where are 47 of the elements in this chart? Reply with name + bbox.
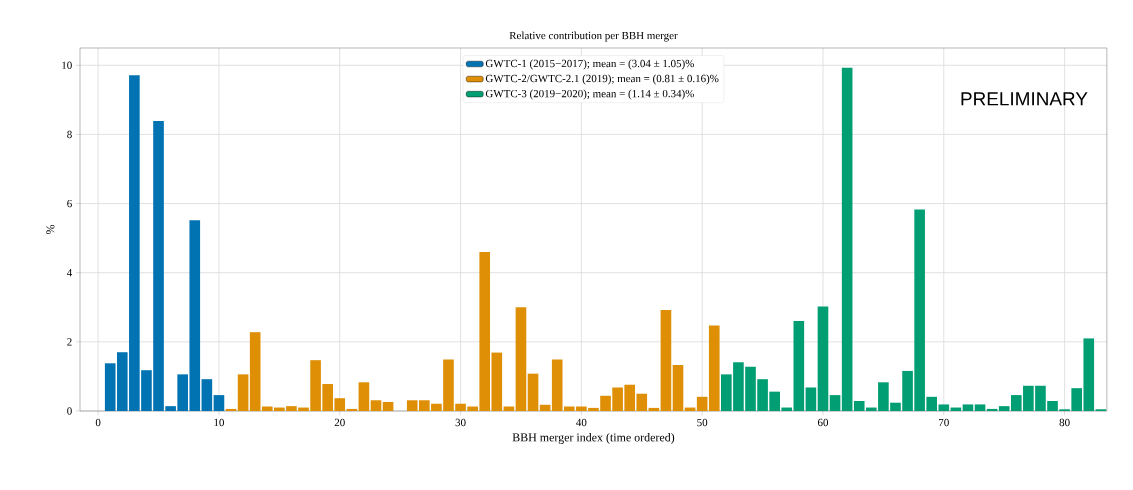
legend-label: GWTC-1 (2015−2017); mean = (3.04 ± 1.05)%	[485, 59, 694, 70]
bar	[382, 402, 394, 411]
bar	[515, 307, 527, 411]
x-tick-label: 70	[939, 418, 949, 427]
bar	[805, 387, 817, 411]
y-tick-label: 0	[67, 407, 72, 415]
bar	[201, 379, 213, 411]
bar	[527, 373, 539, 411]
annotation: PRELIMINARY	[961, 92, 1088, 106]
bar	[648, 407, 660, 411]
y-axis-title: %	[46, 224, 55, 235]
bar	[539, 404, 551, 411]
x-axis-title: BBH merger index (time ordered)	[512, 433, 675, 444]
bar	[346, 408, 358, 411]
legend-label: GWTC-3 (2019−2020); mean = (1.14 ± 0.34)%	[485, 89, 694, 100]
x-tick-label: 60	[817, 418, 829, 427]
x-tick-label: 10	[214, 418, 224, 427]
bar	[370, 400, 382, 411]
chart-title: Relative contribution per BBH merger	[509, 31, 678, 42]
bar	[962, 404, 974, 411]
bar	[213, 395, 225, 411]
legend-label: GWTC-2/GWTC-2.1 (2019); mean = (0.81 ± 0.16)%	[485, 74, 719, 85]
x-tick-label: 50	[697, 418, 708, 427]
bar	[696, 396, 708, 411]
x-tick-label: 30	[455, 418, 466, 427]
bar	[249, 332, 261, 411]
bar	[358, 382, 370, 411]
y-tick-label: 10	[62, 61, 72, 69]
bar	[225, 408, 237, 411]
bar	[817, 306, 829, 411]
x-tick-label: 0	[95, 418, 101, 427]
bar	[672, 365, 684, 411]
bar	[237, 374, 249, 411]
x-tick-label: 20	[334, 418, 345, 427]
bar	[793, 321, 805, 411]
x-tick-label: 80	[1059, 418, 1070, 427]
x-tick-label: 40	[576, 418, 587, 427]
y-tick-label: 8	[67, 130, 72, 139]
bar	[841, 67, 853, 411]
bar	[986, 408, 998, 411]
bar	[660, 310, 672, 411]
bar	[708, 325, 720, 411]
bar	[829, 395, 841, 411]
y-tick-label: 4	[66, 269, 73, 277]
y-tick-label: 2	[67, 338, 72, 346]
y-tick-label: 6	[67, 199, 72, 208]
bar	[974, 404, 986, 411]
